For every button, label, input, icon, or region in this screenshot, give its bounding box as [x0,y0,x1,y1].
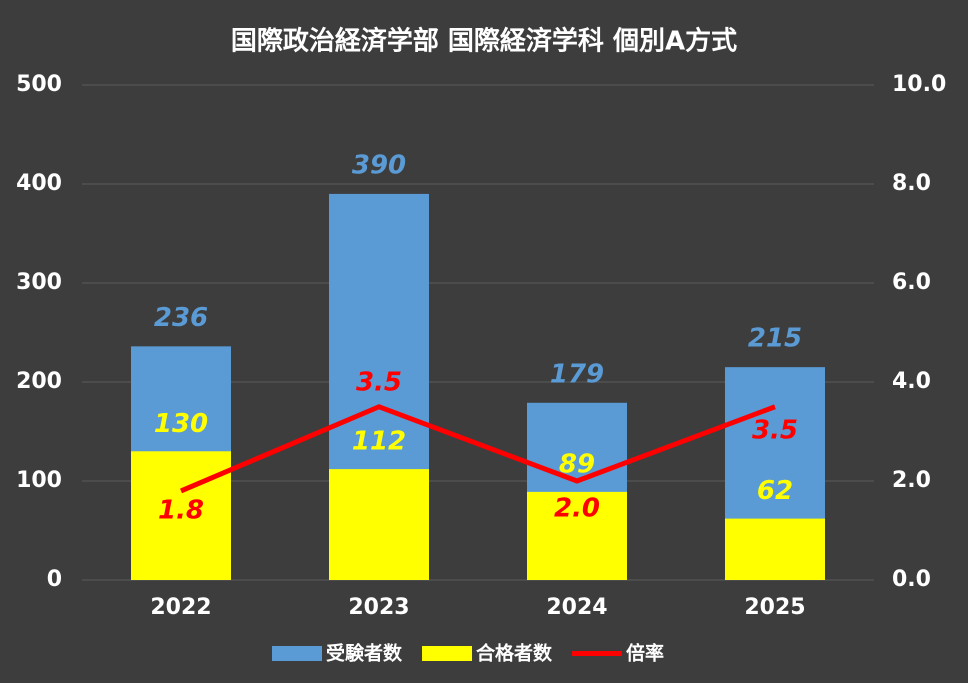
data-label: 236 [154,303,208,333]
legend-swatch [422,646,473,661]
y-tick-label: 400 [16,171,62,196]
y-tick-label: 200 [16,369,62,394]
ratio-label: 3.5 [752,415,798,445]
y2-tick-label: 4.0 [892,369,931,394]
data-label: 215 [748,324,802,354]
bar [329,469,429,580]
x-tick-label: 2022 [150,595,211,620]
x-tick-label: 2023 [348,595,409,620]
data-label: 390 [352,150,406,180]
data-label: 179 [550,359,604,389]
y2-tick-label: 2.0 [892,468,931,493]
legend-swatch [572,651,623,656]
y-tick-label: 100 [16,468,62,493]
x-tick-label: 2025 [744,595,805,620]
bar [131,451,231,580]
ratio-label: 1.8 [158,495,204,525]
y-tick-label: 0 [47,567,62,592]
y2-tick-label: 6.0 [892,270,931,295]
legend-label: 受験者数 [326,642,403,665]
legend-label: 倍率 [626,642,664,665]
chart-title: 国際政治経済学部 国際経済学科 個別A方式 [231,26,737,57]
data-label: 112 [352,427,406,457]
bar [527,491,627,580]
legend-swatch [272,646,322,661]
data-label: 62 [757,476,793,506]
y2-tick-label: 0.0 [892,567,931,592]
y-tick-label: 300 [16,270,62,295]
y2-tick-label: 8.0 [892,171,931,196]
data-label: 130 [154,409,208,439]
y-tick-label: 500 [16,72,62,97]
y2-tick-label: 10.0 [892,72,946,97]
line [180,404,776,494]
ratio-label: 3.5 [356,367,402,397]
bar [725,518,825,580]
x-tick-label: 2024 [546,595,607,620]
legend-label: 合格者数 [476,642,553,665]
ratio-label: 2.0 [554,494,600,524]
